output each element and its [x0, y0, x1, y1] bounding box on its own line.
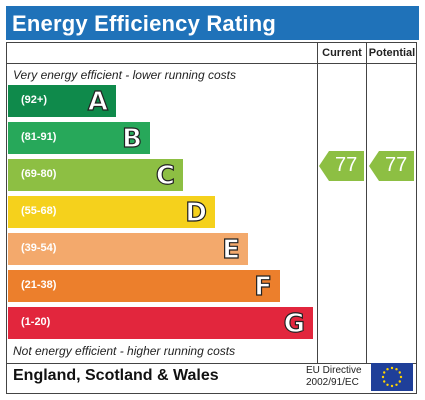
band-a-range: (92+) — [21, 94, 47, 106]
band-g: (1-20) G — [8, 307, 313, 340]
potential-rating-value: 77 — [385, 154, 408, 176]
header-bar: Energy Efficiency Rating — [6, 6, 419, 40]
column-header-potential: Potential — [368, 47, 416, 59]
band-a-letter: A — [87, 86, 108, 117]
eu-stars-icon — [381, 366, 403, 388]
directive-line-2: 2002/91/EC — [306, 377, 359, 388]
band-d: (55-68) D — [8, 196, 215, 229]
note-inefficient: Not energy efficient - higher running co… — [13, 344, 236, 358]
band-c-letter: C — [155, 160, 175, 191]
band-b-range: (81-91) — [21, 131, 57, 143]
band-e-range: (39-54) — [21, 242, 57, 254]
column-header-current: Current — [322, 47, 362, 59]
rating-frame — [6, 42, 417, 394]
band-b: (81-91) B — [8, 122, 150, 155]
column-divider-potential — [366, 42, 367, 364]
band-f-letter: F — [254, 271, 273, 302]
region-label: England, Scotland & Wales — [13, 367, 219, 384]
footer-divider — [6, 363, 417, 364]
potential-rating-arrow: 77 — [369, 151, 414, 181]
band-c-range: (69-80) — [21, 168, 57, 180]
eu-flag-icon — [371, 363, 413, 391]
band-f-range: (21-38) — [21, 279, 57, 291]
band-d-range: (55-68) — [21, 205, 57, 217]
band-d-letter: D — [185, 197, 208, 228]
band-a: (92+) A — [8, 85, 116, 118]
eu-directive: EU Directive 2002/91/EC — [306, 365, 362, 389]
band-c: (69-80) C — [8, 159, 183, 192]
directive-line-1: EU Directive — [306, 365, 362, 376]
band-e-letter: E — [222, 234, 241, 265]
band-f: (21-38) F — [8, 270, 280, 303]
band-g-range: (1-20) — [21, 316, 51, 328]
header-divider — [6, 63, 417, 64]
note-efficient: Very energy efficient - lower running co… — [13, 68, 236, 82]
page-title: Energy Efficiency Rating — [12, 11, 276, 36]
current-arrow-shape — [319, 151, 364, 181]
current-rating-arrow: 77 — [319, 151, 364, 181]
column-divider-current — [317, 42, 318, 364]
band-g-letter: G — [283, 308, 306, 339]
band-e: (39-54) E — [8, 233, 248, 266]
band-b-letter: B — [122, 123, 143, 154]
current-rating-value: 77 — [335, 154, 358, 176]
potential-arrow-shape — [369, 151, 414, 181]
